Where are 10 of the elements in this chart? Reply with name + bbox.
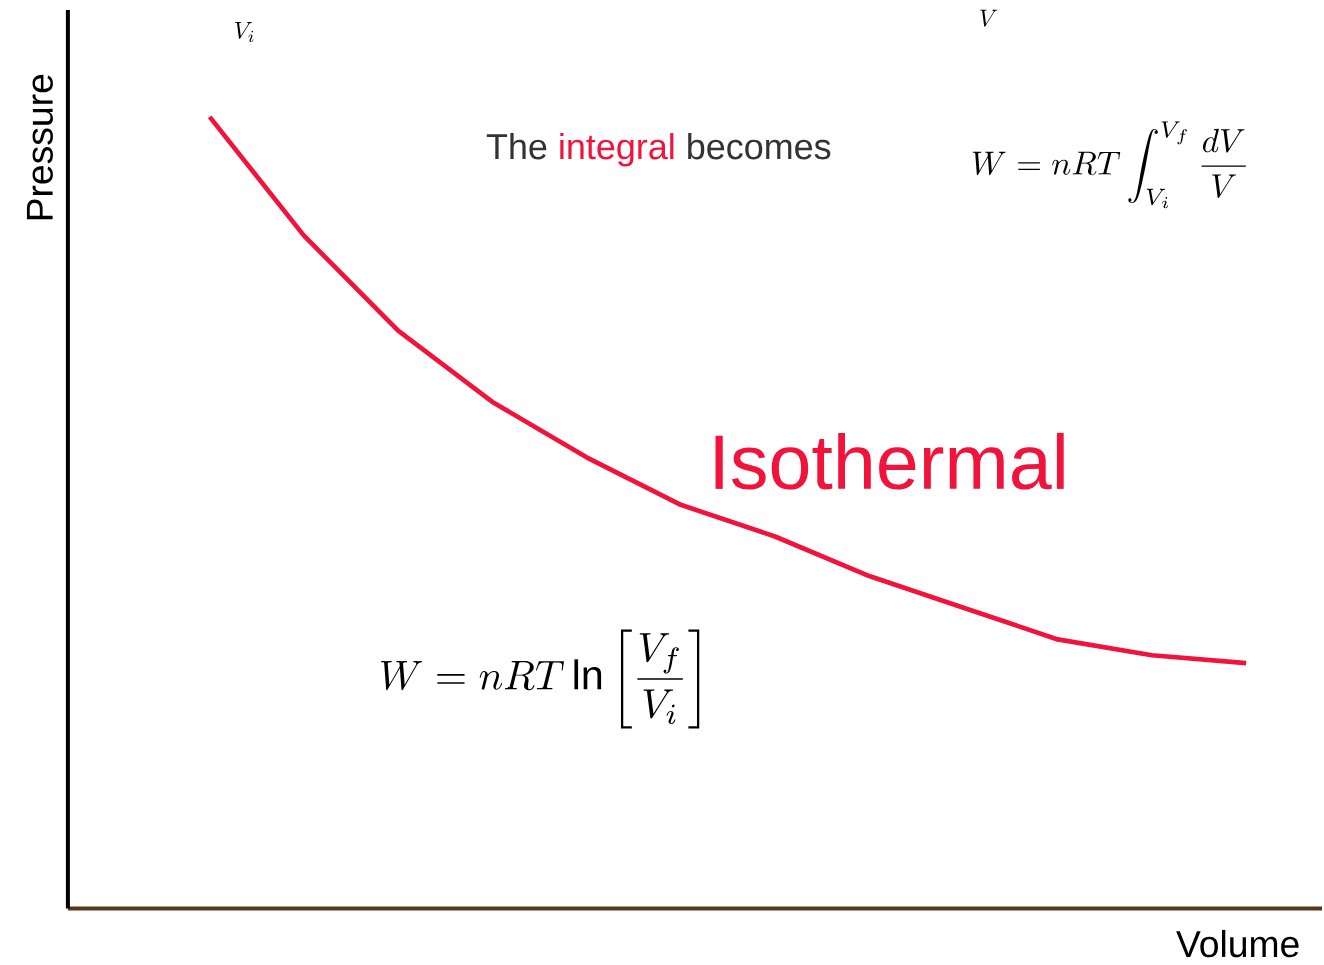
annotation: The bbox=[486, 133, 547, 160]
series-label: Isothermal bbox=[715, 433, 1064, 490]
y-axis-title: Pressure bbox=[26, 75, 53, 220]
annotation: integral bbox=[560, 133, 674, 167]
annotation: $W = nRT\ln\left[\frac{V_f}{V_i}\right]$ bbox=[381, 629, 700, 729]
x-axis-title: Volume bbox=[1176, 930, 1299, 958]
annotation: becomes bbox=[688, 133, 831, 160]
text: $V$ bbox=[980, 10, 998, 27]
text: $V_i$ bbox=[234, 22, 254, 43]
annotation: $W = nRT\int_{V_i}^{V_f}\frac{dV}{V}$ bbox=[972, 121, 1246, 209]
